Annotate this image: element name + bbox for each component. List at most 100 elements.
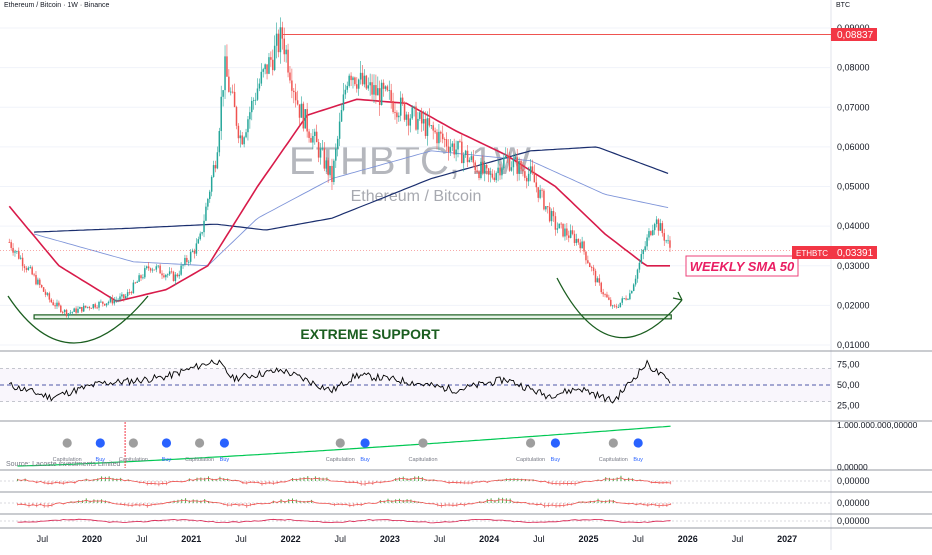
candle-body <box>82 305 85 312</box>
candle-body <box>543 190 545 210</box>
candle-body <box>27 267 30 270</box>
candle-body <box>539 189 541 198</box>
candle-body <box>485 165 488 169</box>
candle-body <box>285 49 287 55</box>
candle-body <box>430 125 433 127</box>
flow-signal-label: Capitulation <box>599 457 628 463</box>
candle-body <box>583 241 585 252</box>
moving-average-layer <box>8 98 670 302</box>
candle-body <box>476 170 478 172</box>
candle-body <box>121 294 123 297</box>
candle-body <box>399 97 402 116</box>
candle-body <box>25 268 28 270</box>
candle-body <box>636 269 639 279</box>
candle-body <box>73 308 75 312</box>
candle-body <box>455 149 457 155</box>
candle-body <box>182 264 184 266</box>
candle-body <box>608 297 610 300</box>
candle-body <box>365 75 368 89</box>
flow-signal-dot <box>335 438 345 448</box>
candle-body <box>58 302 60 306</box>
candle-body <box>524 171 526 178</box>
candle-body <box>273 45 276 71</box>
candle-body <box>315 131 318 143</box>
candle-body <box>382 82 385 89</box>
price-axis[interactable]: 0,090000,080000,070000,060000,050000,040… <box>837 23 870 350</box>
candle-body <box>361 72 364 85</box>
candle-body <box>262 69 264 72</box>
candle-body <box>29 267 32 269</box>
candle-body <box>403 102 406 120</box>
candle-body <box>308 131 310 138</box>
candle-body <box>193 250 196 254</box>
candle-body <box>373 85 375 95</box>
candle-body <box>241 135 243 145</box>
candle-body <box>441 133 444 140</box>
candle-body <box>130 292 133 294</box>
price-tick-label: 0,07000 <box>837 102 870 112</box>
flow-signal-dot <box>62 438 72 448</box>
candle-body <box>499 167 501 176</box>
flow-signal-dot <box>550 438 561 448</box>
candle-body <box>300 103 303 118</box>
candle-body <box>298 104 301 118</box>
candle-body <box>415 106 417 130</box>
candle-body <box>149 268 152 271</box>
candle-body <box>186 257 188 263</box>
flow-signal-dot <box>608 438 618 448</box>
candle-body <box>245 132 247 138</box>
candle-body <box>126 292 129 297</box>
candle-body <box>174 274 177 282</box>
candle-body <box>371 82 373 95</box>
ticker-text: ETHBTC <box>796 249 828 258</box>
time-axis[interactable]: Jul 2020 Jul 2021 Jul 2022 Jul 2023 Jul 2024 Jul 20… <box>37 534 798 544</box>
candle-body <box>625 298 627 300</box>
support-zone-layer <box>33 314 672 320</box>
candle-body <box>281 27 284 39</box>
candle-body <box>335 148 337 161</box>
candle-body <box>426 118 429 136</box>
candle-body <box>199 233 201 240</box>
price-grid-layer <box>0 27 831 346</box>
candle-body <box>325 160 327 169</box>
candle-body <box>10 242 12 248</box>
candle-body <box>388 90 391 91</box>
candle-body <box>319 148 322 158</box>
candle-body <box>378 88 381 106</box>
candle-body <box>573 233 576 243</box>
candle-body <box>398 115 400 118</box>
candle-body <box>392 101 394 113</box>
candle-body <box>369 82 371 86</box>
flow-signal-label: Capitulation <box>53 457 82 463</box>
candle-body <box>407 114 410 126</box>
candle-body <box>212 165 215 177</box>
candle-body <box>587 260 589 264</box>
candle-body <box>14 251 16 253</box>
symbol-title[interactable]: Ethereum / Bitcoin · 1W · Binance <box>4 2 110 9</box>
candle-body <box>228 76 230 92</box>
flow-signal-label: Capitulation <box>119 457 148 463</box>
candle-body <box>466 150 469 163</box>
candle-body <box>667 240 669 242</box>
candle-body <box>447 146 450 153</box>
candle-body <box>48 293 51 300</box>
candle-body <box>277 33 280 53</box>
flow-signal-label: Capitulation <box>516 457 545 463</box>
candle-body <box>176 274 179 277</box>
time-tick-label: Jul <box>37 534 49 544</box>
candle-body <box>113 300 116 304</box>
time-tick-label: Jul <box>533 534 545 544</box>
candle-body <box>321 148 324 150</box>
candle-body <box>575 238 578 243</box>
candle-body <box>272 59 274 71</box>
candle-body <box>468 159 471 163</box>
candle-body <box>631 290 633 294</box>
flow-signal-dot <box>219 438 229 448</box>
oscillator-line <box>17 518 671 524</box>
candle-body <box>287 49 289 73</box>
candle-body <box>346 85 349 90</box>
candle-body <box>207 199 209 207</box>
candle-body <box>123 294 125 299</box>
sma-long-line <box>34 146 669 233</box>
